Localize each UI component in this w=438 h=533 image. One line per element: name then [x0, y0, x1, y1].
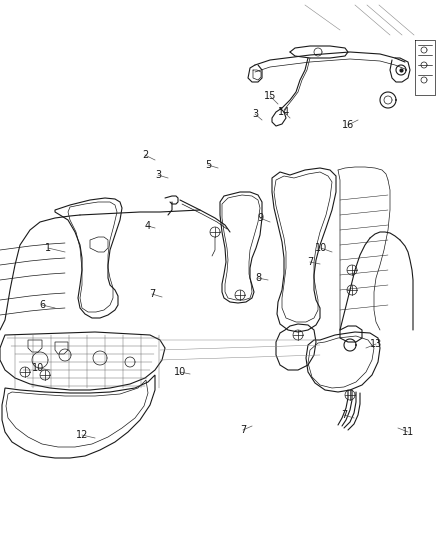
Text: 3: 3: [252, 109, 258, 119]
Text: 16: 16: [342, 120, 354, 130]
Text: 12: 12: [76, 430, 88, 440]
Text: 15: 15: [264, 91, 276, 101]
Text: 8: 8: [255, 273, 261, 283]
Text: 13: 13: [370, 339, 382, 349]
Text: 7: 7: [307, 257, 313, 267]
Text: 2: 2: [142, 150, 148, 160]
Text: 9: 9: [257, 213, 263, 223]
Text: 7: 7: [240, 425, 246, 435]
Text: 11: 11: [402, 427, 414, 437]
Text: 5: 5: [205, 160, 211, 170]
Text: 14: 14: [278, 107, 290, 117]
Text: 7: 7: [149, 289, 155, 299]
Text: 10: 10: [174, 367, 186, 377]
Text: 10: 10: [32, 363, 44, 373]
Text: 1: 1: [45, 243, 51, 253]
Text: 6: 6: [39, 300, 45, 310]
Text: 7: 7: [341, 410, 347, 420]
Text: 3: 3: [155, 170, 161, 180]
Text: 4: 4: [145, 221, 151, 231]
Text: 10: 10: [315, 243, 327, 253]
